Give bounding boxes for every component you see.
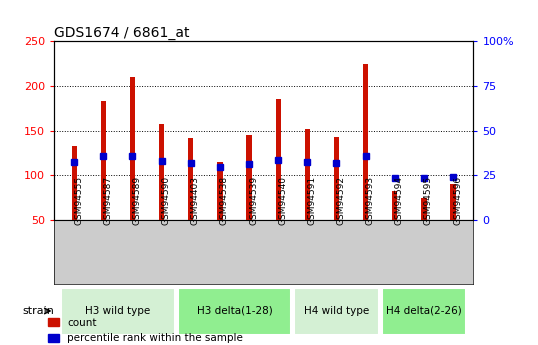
Legend: count, percentile rank within the sample: count, percentile rank within the sample — [48, 318, 243, 343]
Bar — [363, 64, 368, 220]
Bar — [101, 101, 106, 220]
Text: GSM94593: GSM94593 — [366, 176, 374, 225]
Text: H3 delta(1-28): H3 delta(1-28) — [196, 306, 272, 316]
Text: GSM94591: GSM94591 — [307, 176, 316, 225]
Bar — [130, 77, 135, 220]
Text: H4 delta(2-26): H4 delta(2-26) — [386, 306, 462, 316]
Bar — [72, 146, 77, 220]
Bar — [275, 99, 281, 220]
Text: H3 wild type: H3 wild type — [86, 306, 151, 316]
Text: H4 wild type: H4 wild type — [304, 306, 369, 316]
Bar — [421, 198, 427, 220]
Text: GSM94403: GSM94403 — [191, 176, 200, 225]
Text: GSM94592: GSM94592 — [336, 176, 345, 225]
Text: GSM94594: GSM94594 — [395, 176, 404, 225]
Text: GSM94555: GSM94555 — [74, 176, 83, 225]
Bar — [294, 288, 379, 335]
Bar — [381, 288, 466, 335]
Text: GSM94539: GSM94539 — [249, 176, 258, 225]
Text: GSM94589: GSM94589 — [132, 176, 141, 225]
Text: GDS1674 / 6861_at: GDS1674 / 6861_at — [54, 26, 189, 40]
Bar — [188, 138, 193, 220]
Text: GSM94595: GSM94595 — [424, 176, 433, 225]
Bar — [450, 184, 456, 220]
Text: GSM94538: GSM94538 — [220, 176, 229, 225]
Bar — [305, 129, 310, 220]
Bar — [334, 137, 339, 220]
Text: GSM94540: GSM94540 — [278, 176, 287, 225]
Text: GSM94590: GSM94590 — [161, 176, 171, 225]
Bar — [61, 288, 175, 335]
Bar — [159, 125, 164, 220]
Bar — [178, 288, 291, 335]
Bar — [392, 190, 398, 220]
Text: GSM94587: GSM94587 — [103, 176, 112, 225]
Text: strain: strain — [23, 306, 54, 316]
Bar — [246, 135, 252, 220]
Bar — [217, 162, 223, 220]
Text: GSM94596: GSM94596 — [453, 176, 462, 225]
